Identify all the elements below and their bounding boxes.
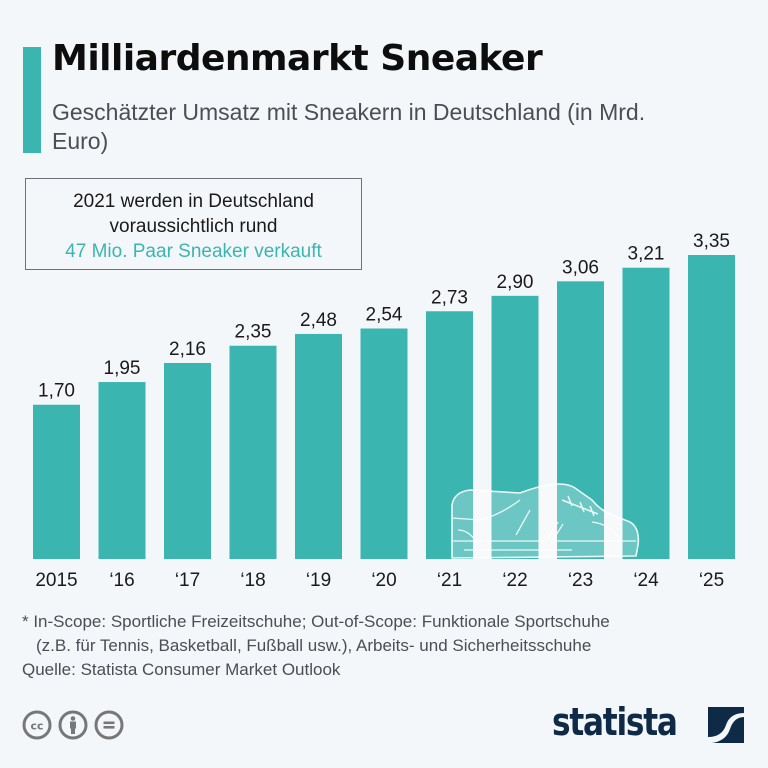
value-label-1: 1,95: [104, 358, 141, 379]
bar-0: [33, 404, 80, 559]
x-tick-labels-group: 2015 ‘16 ‘17 ‘18 ‘19 ‘20 ‘21 ‘22 ‘23 ‘24 ‘25: [35, 570, 724, 591]
footnote-line-1: * In-Scope: Sportliche Freizeitschuhe; O…: [22, 612, 610, 631]
info-callout-box: 2021 werden in Deutschland voraussichtli…: [25, 178, 362, 270]
no-derivatives-icon[interactable]: [94, 710, 124, 740]
x-tick-label-3: ‘18: [240, 570, 265, 591]
x-tick-label-9: ‘24: [633, 570, 659, 591]
bar-7: [491, 295, 539, 559]
value-label-8: 3,06: [562, 257, 599, 278]
bar-4: [295, 333, 342, 559]
value-label-9: 3,21: [628, 244, 665, 265]
value-label-6: 2,73: [431, 287, 468, 308]
statista-logo-icon: [708, 707, 744, 743]
value-label-3: 2,35: [235, 322, 272, 343]
statista-wordmark: statista: [552, 700, 678, 744]
info-line-1: 2021 werden in Deutschland: [73, 191, 314, 212]
footnote: * In-Scope: Sportliche Freizeitschuhe; O…: [22, 610, 752, 658]
attribution-icon[interactable]: [58, 710, 88, 740]
value-label-2: 2,16: [169, 339, 206, 360]
bar-6: [426, 311, 473, 559]
x-tick-label-5: ‘20: [371, 570, 396, 591]
sneaker-icon: [451, 483, 640, 559]
value-label-5: 2,54: [366, 305, 403, 326]
value-label-0: 1,70: [38, 381, 75, 402]
info-highlight: 47 Mio. Paar Sneaker verkauft: [65, 241, 322, 262]
bar-10: [688, 255, 735, 559]
value-labels-group: 1,70 1,95 2,16 2,35 2,48 2,54 2,73 2,90 3,06 3,21…: [38, 231, 730, 402]
license-icons: cc: [22, 710, 124, 740]
x-tick-label-6: ‘21: [437, 570, 462, 591]
bar-2: [164, 362, 211, 559]
x-tick-label-0: 2015: [35, 570, 77, 591]
x-tick-label-10: ‘25: [699, 570, 724, 591]
source-text: Quelle: Statista Consumer Market Outlook: [22, 660, 341, 679]
info-line-2: voraussichtlich rund: [109, 216, 278, 237]
x-tick-label-1: ‘16: [109, 570, 134, 591]
cc-icon[interactable]: cc: [22, 710, 52, 740]
bar-1: [98, 382, 146, 559]
value-label-4: 2,48: [300, 310, 337, 331]
chart-title: Milliardenmarkt Sneaker: [52, 38, 543, 79]
value-label-7: 2,90: [497, 272, 534, 293]
footnote-line-2: (z.B. für Tennis, Basketball, Fußball us…: [36, 636, 592, 655]
bars-group: [33, 255, 735, 559]
bar-3: [229, 345, 277, 559]
x-tick-label-7: ‘22: [502, 570, 527, 591]
chart-subtitle: Geschätzter Umsatz mit Sneakern in Deuts…: [52, 99, 646, 154]
title-accent-bar: [23, 47, 41, 153]
x-tick-label-4: ‘19: [306, 570, 331, 591]
x-tick-label-8: ‘23: [568, 570, 593, 591]
svg-text:cc: cc: [30, 720, 43, 733]
value-label-10: 3,35: [693, 231, 730, 252]
x-tick-label-2: ‘17: [175, 570, 200, 591]
bar-chart: 1,70 1,95 2,16 2,35 2,48 2,54 2,73 2,90 3,06 3,21…: [33, 231, 735, 591]
bar-5: [360, 328, 408, 559]
statista-logo[interactable]: statista: [552, 700, 744, 744]
bar-9: [622, 267, 670, 559]
